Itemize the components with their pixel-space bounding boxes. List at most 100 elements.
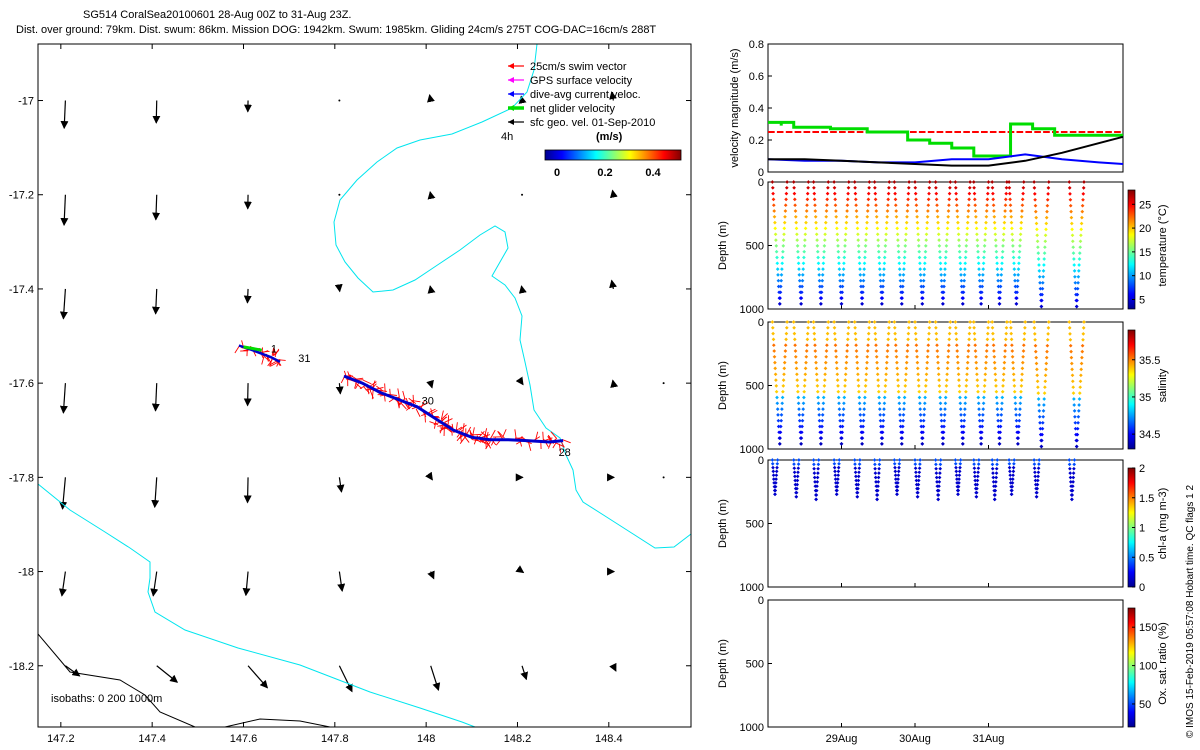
- footer-credit: © IMOS 15-Feb-2019 05:57:08 Hobart time.…: [1185, 485, 1196, 738]
- depth-sample-marker: [1019, 389, 1023, 394]
- depth-sample-marker: [1010, 481, 1015, 485]
- coastline-contours: [38, 44, 691, 727]
- swim-vector: [535, 431, 539, 441]
- depth-sample-marker: [823, 366, 828, 371]
- depth-sample-marker: [837, 267, 842, 271]
- depth-sample-marker: [846, 325, 851, 330]
- depth-sample-marker: [935, 343, 939, 348]
- depth-sample-marker: [995, 267, 1000, 271]
- depth-sample-marker: [857, 466, 862, 471]
- depth-sample-marker: [1003, 197, 1008, 202]
- depth-sample-marker: [934, 466, 938, 471]
- depth-sample-marker: [972, 337, 977, 342]
- depth-sample-marker: [896, 378, 900, 382]
- depth-sample-marker: [945, 372, 949, 377]
- depth-sample-marker: [922, 267, 927, 271]
- depth-sample-marker: [991, 191, 995, 196]
- depth-sample-marker: [876, 475, 881, 480]
- depth-sample-marker: [946, 349, 951, 353]
- geo-velocity-arrow: [336, 477, 345, 493]
- depth-sample-marker: [775, 261, 780, 266]
- depth-sample-marker: [858, 418, 863, 423]
- depth-sample-marker: [916, 384, 921, 388]
- day-label: 1: [271, 344, 277, 356]
- depth-sample-marker: [1010, 343, 1014, 348]
- depth-sample-marker: [1020, 360, 1025, 365]
- depth-sample-marker: [955, 477, 959, 481]
- depth-sample-marker: [937, 378, 941, 382]
- swim-vector: [354, 382, 363, 389]
- depth-sample-marker: [836, 477, 840, 481]
- depth-sample-marker: [998, 296, 1002, 300]
- colorbar-tick-label: 50: [1139, 699, 1151, 711]
- depth-sample-marker: [795, 486, 799, 491]
- depth-sample-marker: [981, 261, 986, 266]
- depth-sample-marker: [914, 197, 918, 202]
- depth-sample-marker: [880, 296, 885, 300]
- depth-sample-marker: [1002, 360, 1007, 365]
- depth-sample-marker: [895, 220, 899, 225]
- depth-sample-marker: [956, 226, 961, 231]
- depth-sample-marker: [773, 492, 777, 497]
- depth-sample-marker: [1004, 325, 1009, 330]
- map-ytick-label: -18.2: [9, 661, 34, 673]
- depth-sample-marker: [981, 407, 986, 411]
- depth-sample-marker: [775, 461, 780, 466]
- depth-sample-marker: [1035, 486, 1040, 491]
- depth-sample-marker: [904, 360, 909, 365]
- depth-sample-marker: [957, 384, 962, 388]
- depth-sample-marker: [1016, 436, 1021, 440]
- depth-sample-marker: [976, 401, 981, 406]
- geo-velocity-arrow: [427, 190, 436, 200]
- depth-sample-marker: [964, 244, 969, 248]
- colorbar-tick-label: 0: [1139, 582, 1145, 594]
- depth-ytick-label: 0: [758, 177, 764, 189]
- depth-sample-marker: [938, 267, 943, 271]
- depth-sample-marker: [991, 197, 996, 202]
- depth-sample-marker: [795, 482, 800, 487]
- depth-sample-marker: [1040, 432, 1044, 437]
- depth-sample-marker: [877, 471, 881, 475]
- legend-arrowhead: [508, 91, 514, 97]
- swim-vector: [402, 390, 406, 400]
- depth-sample-marker: [864, 378, 868, 382]
- depth-sample-marker: [1011, 465, 1016, 470]
- depth-sample-marker: [821, 255, 826, 260]
- depth-sample-marker: [958, 461, 963, 466]
- depth-sample-marker: [855, 226, 860, 231]
- depth-sample-marker: [938, 466, 943, 471]
- depth-sample-marker: [994, 466, 999, 471]
- depth-sample-marker: [954, 343, 959, 348]
- depth-sample-marker: [993, 484, 998, 489]
- depth-sample-marker: [915, 226, 920, 231]
- depth-sample-marker: [857, 261, 862, 266]
- depth-sample-marker: [994, 475, 999, 480]
- depth-sample-marker: [900, 424, 905, 429]
- swim-vector: [455, 422, 458, 432]
- depth-sample-marker: [938, 407, 943, 411]
- depth-sample-marker: [918, 407, 923, 411]
- depth-sample-marker: [958, 401, 963, 406]
- legend-arrowhead: [508, 63, 514, 69]
- depth-sample-marker: [873, 471, 878, 475]
- depth-sample-marker: [817, 278, 822, 283]
- depth-sample-marker: [943, 267, 947, 271]
- depth-sample-marker: [779, 278, 784, 283]
- depth-colorbar: [1127, 607, 1136, 728]
- geo-velocity-arrow: [338, 665, 353, 693]
- depth-sample-marker: [884, 226, 889, 231]
- depth-sample-marker: [975, 478, 980, 483]
- depth-sample-marker: [896, 384, 901, 388]
- geo-velocity-arrow: [335, 383, 344, 395]
- reef-contour-south: [38, 483, 476, 727]
- depth-sample-marker: [893, 331, 897, 336]
- depth-sample-marker: [1012, 267, 1017, 271]
- depth-sample-marker: [897, 255, 901, 260]
- depth-sample-marker: [866, 331, 871, 336]
- depth-sample-marker: [981, 401, 986, 406]
- depth-sample-marker: [979, 296, 984, 300]
- depth-sample-marker: [975, 244, 980, 248]
- depth-sample-marker: [906, 331, 911, 336]
- depth-sample-marker: [953, 325, 958, 330]
- depth-sample-marker: [922, 401, 927, 406]
